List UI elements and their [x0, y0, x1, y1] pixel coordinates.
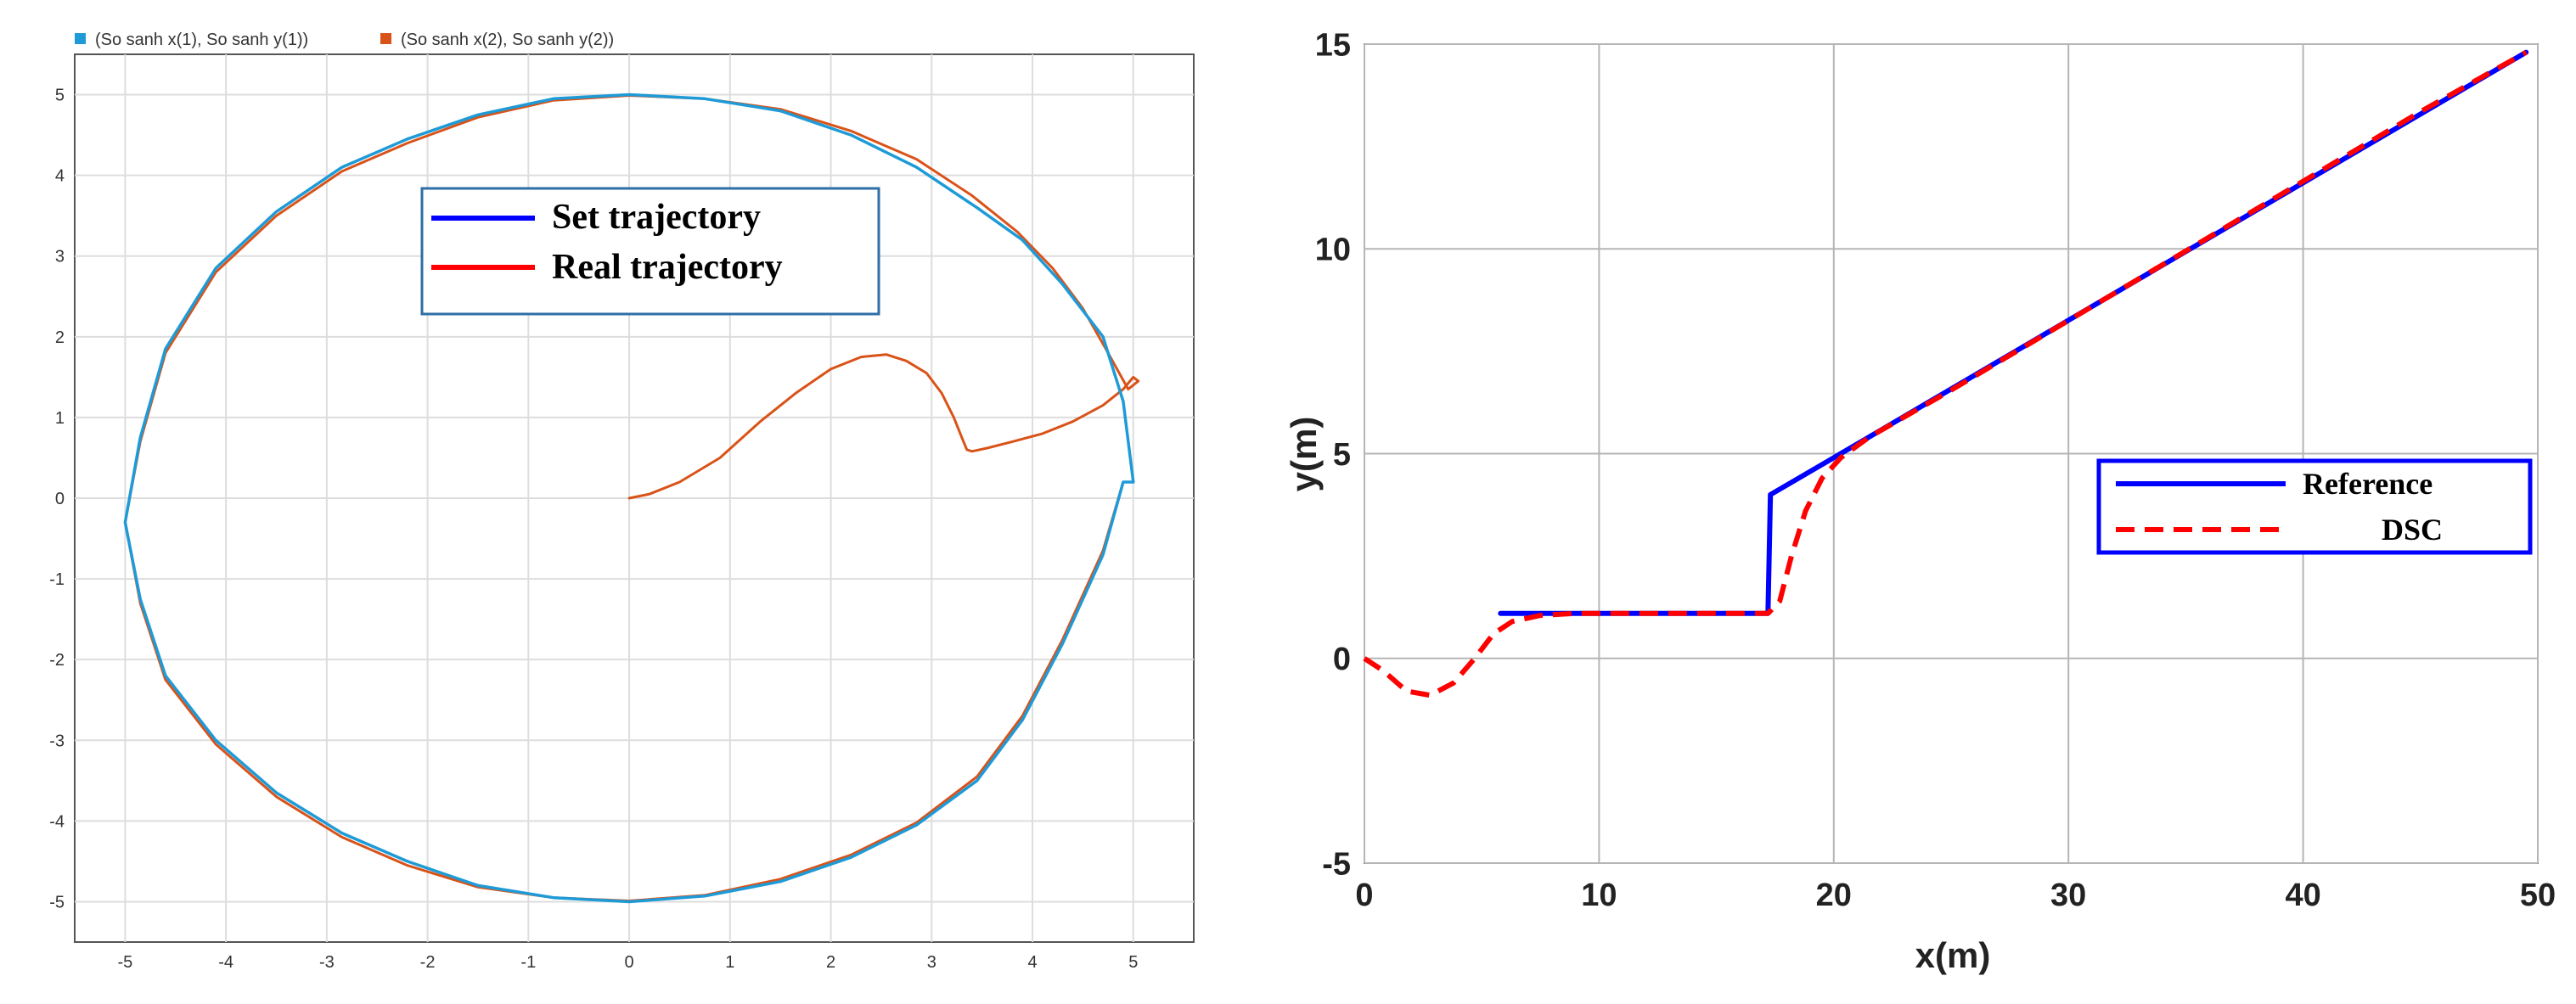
right-x-tick-label: 30	[2050, 878, 2086, 913]
right-series-reference	[1498, 49, 2529, 616]
left-y-tick-label: -4	[49, 812, 65, 831]
left-x-tick-label: -1	[520, 953, 536, 972]
right-x-tick-label: 50	[2520, 878, 2556, 913]
left-top-legend: (So sanh x(1), So sanh y(1)) (So sanh x(…	[75, 31, 614, 49]
left-x-tick-label: 3	[927, 953, 936, 972]
left-series-set-trajectory	[123, 93, 1135, 904]
left-inner-legend-box	[420, 187, 880, 316]
legend-label-set-trajectory: Set trajectory	[552, 198, 761, 237]
left-y-tick-label: 3	[55, 248, 65, 266]
right-x-axis-label: x(m)	[1915, 935, 1991, 975]
right-y-tick-label: 5	[1333, 437, 1351, 473]
left-y-tick-label: -1	[49, 570, 65, 589]
left-inner-legend: Set trajectory Real trajectory	[420, 187, 880, 316]
right-y-axis-label: y(m)	[1284, 417, 1324, 492]
left-y-tick-label: 0	[55, 490, 65, 508]
left-y-tick-label: 2	[55, 328, 65, 347]
right-series-dsc	[1363, 49, 2528, 698]
left-top-legend-swatch-1	[75, 33, 86, 44]
legend-label-real-trajectory: Real trajectory	[552, 248, 783, 287]
left-x-tick-label: 4	[1027, 953, 1037, 972]
legend-label-reference: Reference	[2303, 467, 2433, 501]
right-series-group	[1363, 49, 2529, 698]
left-y-tick-label: 4	[55, 167, 65, 186]
left-trajectory-chart: (So sanh x(1), So sanh y(1)) (So sanh x(…	[0, 0, 1223, 1004]
left-x-tick-label: -4	[218, 953, 233, 972]
left-y-tick-label: 5	[55, 87, 65, 105]
left-x-tick-label: -2	[420, 953, 436, 972]
right-y-tick-label: 15	[1315, 27, 1351, 63]
right-inner-legend-box	[2096, 458, 2533, 555]
right-y-tick-label: 10	[1315, 233, 1351, 268]
left-top-legend-label-2: (So sanh x(2), So sanh y(2))	[401, 31, 614, 49]
left-x-tick-label: -5	[117, 953, 132, 972]
left-tick-labels: -5 -4 -3 -2 -1 0 1 2 3 4 5 -5 -4 -3 -2 -1 0 1 2 3 4 5	[49, 87, 1138, 972]
left-top-legend-swatch-2	[380, 33, 391, 44]
left-y-tick-label: -5	[49, 893, 65, 911]
right-y-tick-label: -5	[1322, 846, 1351, 882]
left-y-tick-label: -2	[49, 651, 65, 670]
left-x-tick-label: 1	[725, 953, 734, 972]
right-grid	[1364, 43, 2539, 864]
left-y-tick-label: -3	[49, 732, 65, 750]
right-x-tick-label: 40	[2285, 878, 2320, 913]
left-series-group	[123, 93, 1140, 904]
left-y-tick-label: 1	[55, 409, 65, 428]
right-x-tick-label: 0	[1355, 878, 1373, 913]
right-x-tick-label: 20	[1816, 878, 1852, 913]
left-top-legend-label-1: (So sanh x(1), So sanh y(1))	[95, 31, 308, 49]
left-x-tick-label: 2	[826, 953, 835, 972]
right-inner-legend: Reference DSC	[2096, 458, 2533, 555]
right-x-tick-label: 10	[1581, 878, 1617, 913]
left-x-tick-label: 0	[625, 953, 634, 972]
left-x-tick-label: -3	[319, 953, 335, 972]
left-x-tick-label: 5	[1128, 953, 1138, 972]
right-y-tick-label: 0	[1333, 642, 1351, 677]
legend-label-dsc: DSC	[2382, 513, 2443, 547]
